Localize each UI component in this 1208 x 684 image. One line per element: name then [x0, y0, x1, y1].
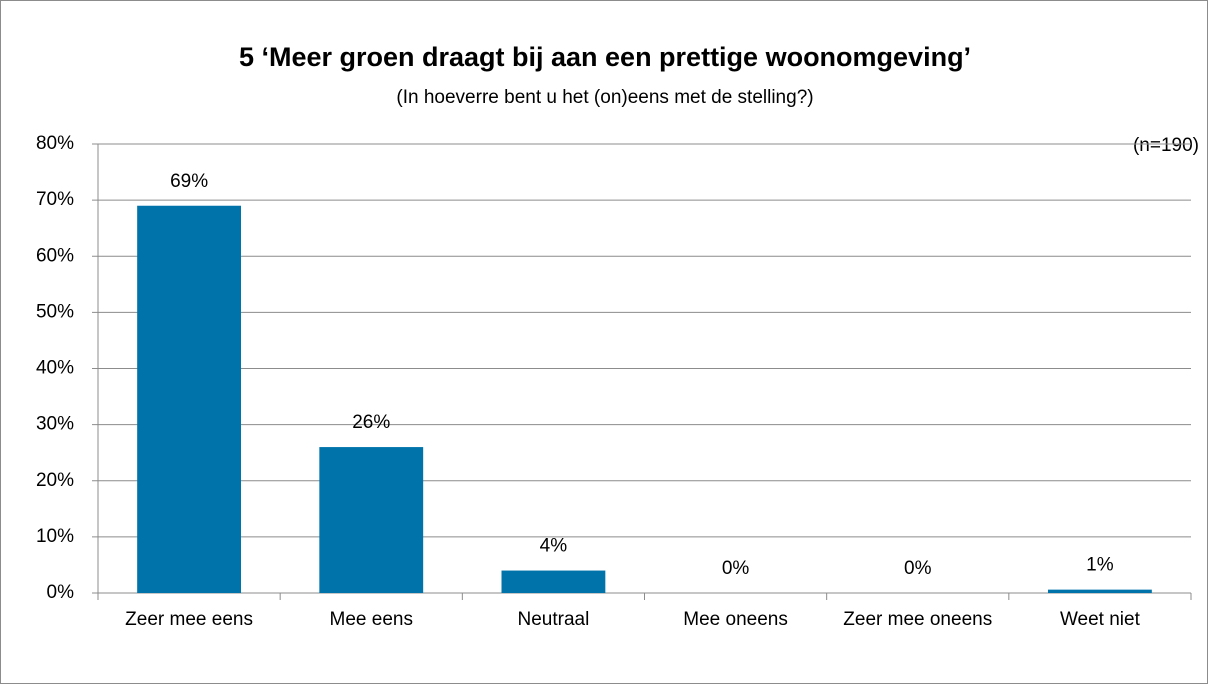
- bar: [137, 205, 242, 594]
- x-tick-label: Weet niet: [1059, 609, 1140, 630]
- bar: [1047, 589, 1152, 593]
- y-tick-label: 40%: [36, 358, 74, 379]
- data-label: 69%: [170, 171, 208, 192]
- x-tick-label: Mee oneens: [683, 609, 788, 630]
- y-tick-label: 30%: [36, 414, 74, 435]
- y-tick-label: 20%: [36, 470, 74, 491]
- y-tick-label: 70%: [36, 189, 74, 210]
- data-label: 0%: [904, 558, 932, 579]
- y-tick-label: 10%: [36, 526, 74, 547]
- y-tick-label: 60%: [36, 245, 74, 266]
- data-label: 4%: [540, 536, 568, 557]
- data-label: 1%: [1086, 555, 1114, 576]
- x-tick-label: Zeer mee oneens: [843, 609, 993, 630]
- y-tick-label: 80%: [36, 133, 74, 154]
- y-tick-label: 50%: [36, 301, 74, 322]
- x-tick-label: Neutraal: [517, 609, 590, 630]
- bar: [319, 447, 424, 593]
- chart-title: 5 ‘Meer groen draagt bij aan een prettig…: [239, 42, 971, 72]
- x-tick-label: Mee eens: [329, 609, 413, 630]
- data-label: 0%: [722, 558, 750, 579]
- x-tick-label: Zeer mee eens: [125, 609, 253, 630]
- annotation: (n=190): [1133, 135, 1199, 156]
- data-label: 26%: [352, 412, 390, 433]
- bar: [501, 570, 606, 593]
- y-tick-label: 0%: [47, 582, 75, 603]
- chart-subtitle: (In hoeverre bent u het (on)eens met de …: [396, 87, 813, 108]
